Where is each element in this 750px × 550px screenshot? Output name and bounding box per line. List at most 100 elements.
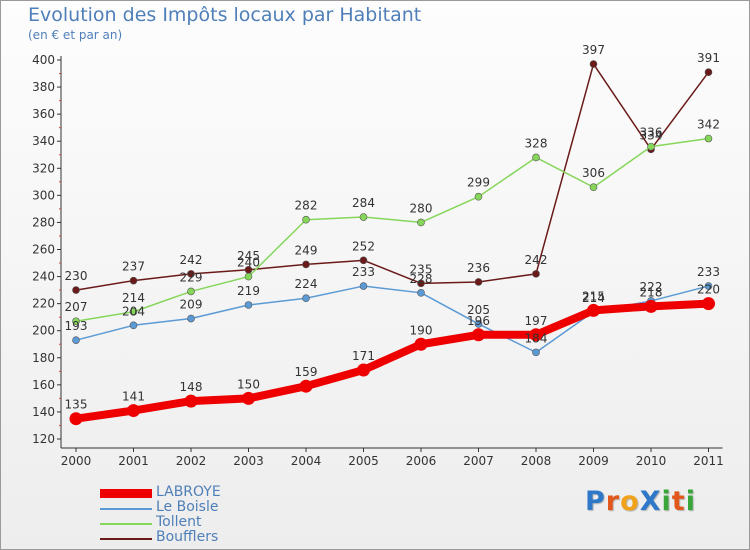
data-label: 218	[640, 285, 663, 299]
logo-letter: r	[605, 486, 621, 517]
data-point	[704, 282, 713, 290]
data-point	[704, 68, 713, 76]
data-point	[589, 183, 598, 192]
x-tick-label: 2010	[636, 454, 667, 468]
logo-letter: P	[585, 486, 606, 517]
data-point	[244, 301, 253, 309]
data-label: 141	[122, 390, 145, 404]
data-point	[474, 192, 483, 201]
data-label: 215	[582, 289, 605, 303]
data-point	[472, 328, 485, 342]
y-tick-label: 320	[32, 161, 55, 175]
data-point	[359, 256, 368, 265]
data-label: 236	[467, 261, 490, 275]
series-line-labroye	[72, 299, 713, 423]
x-tick-label: 2006	[406, 454, 437, 468]
chart-title: Evolution des Impôts locaux par Habitant	[28, 4, 422, 26]
data-label: 193	[65, 319, 88, 333]
logo-letter: i	[661, 486, 672, 517]
logo-letter: t	[671, 486, 686, 517]
data-label: 228	[410, 272, 433, 286]
data-label: 230	[65, 269, 88, 283]
x-tick-label: 2009	[578, 454, 609, 468]
data-point	[529, 328, 543, 342]
data-label: 242	[180, 253, 203, 267]
y-tick-label: 380	[32, 80, 55, 94]
data-point	[589, 60, 598, 68]
y-tick-label: 140	[32, 405, 55, 419]
data-label: 214	[582, 291, 605, 305]
data-label: 284	[352, 196, 375, 210]
data-label: 220	[697, 283, 720, 297]
x-tick-label: 2005	[348, 454, 379, 468]
x-tick-label: 2000	[61, 454, 92, 468]
data-label: 249	[295, 243, 318, 257]
data-label: 397	[582, 43, 605, 57]
y-tick-label: 240	[32, 270, 55, 284]
data-point	[129, 276, 138, 285]
data-label: 242	[525, 253, 548, 267]
data-point	[72, 336, 80, 344]
logo-letter: o	[620, 486, 640, 517]
data-label: 282	[295, 199, 318, 213]
logo-letter: i	[685, 486, 696, 517]
data-point	[647, 142, 655, 151]
data-point	[129, 307, 138, 316]
y-tick-label: 280	[32, 215, 55, 229]
proxiti-logo: ProXiti	[585, 486, 696, 517]
data-label: 391	[697, 51, 720, 65]
x-tick-label: 2001	[118, 454, 149, 468]
data-point	[187, 270, 195, 278]
data-point	[72, 317, 80, 326]
data-label: 240	[237, 256, 260, 270]
y-tick-label: 360	[32, 107, 55, 121]
data-label: 205	[467, 303, 490, 317]
data-label: 171	[352, 349, 375, 363]
data-label: 159	[295, 365, 318, 379]
chart-subtitle: (en € et par an)	[28, 28, 123, 42]
data-label: 245	[237, 249, 260, 263]
data-label: 280	[410, 201, 433, 215]
data-point	[359, 213, 368, 221]
series-line-tollent	[75, 137, 710, 322]
data-label: 229	[180, 270, 203, 284]
legend-label: Le Boisle	[156, 499, 219, 515]
x-tick-label: 2004	[291, 454, 322, 468]
data-label: 196	[467, 314, 490, 328]
data-point	[187, 314, 195, 323]
data-point	[299, 379, 313, 393]
data-point	[357, 363, 370, 377]
legend-swatch	[100, 508, 152, 510]
data-label: 184	[525, 331, 548, 345]
data-label: 190	[410, 323, 433, 337]
data-label: 207	[65, 300, 88, 314]
data-label: 233	[352, 265, 375, 279]
data-point	[417, 289, 425, 297]
legend-swatch	[100, 489, 152, 498]
data-point	[187, 287, 195, 296]
data-point	[532, 348, 540, 357]
data-point	[587, 303, 600, 317]
data-point	[242, 391, 255, 405]
series-line-le-boisle	[75, 285, 710, 354]
data-label: 204	[122, 304, 145, 318]
data-label: 233	[697, 265, 720, 279]
x-tick-label: 2003	[233, 454, 264, 468]
y-tick-label: 220	[32, 297, 55, 311]
data-label: 135	[65, 398, 88, 412]
data-point	[302, 260, 310, 269]
legend-swatch	[100, 523, 152, 525]
data-label: 219	[237, 284, 260, 298]
data-point	[359, 282, 368, 290]
data-point	[532, 270, 540, 278]
data-label: 148	[180, 380, 203, 394]
data-point	[244, 272, 253, 281]
data-label: 222	[640, 280, 663, 294]
data-label: 237	[122, 260, 145, 274]
logo-letter: X	[639, 486, 662, 517]
x-tick-label: 2011	[693, 454, 724, 468]
y-tick-label: 160	[32, 378, 55, 392]
data-point	[184, 394, 198, 408]
